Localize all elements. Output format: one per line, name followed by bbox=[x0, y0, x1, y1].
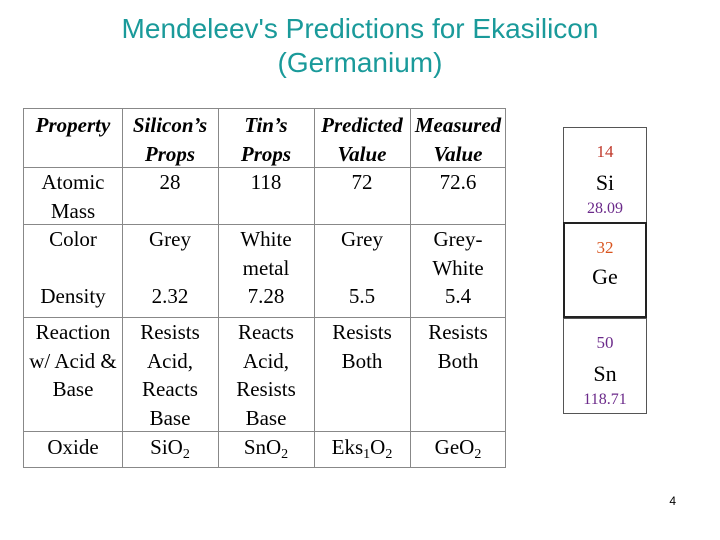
row-reaction-property: Reaction w/ Acid & Base bbox=[29, 320, 117, 402]
atomic-number: 50 bbox=[596, 333, 614, 352]
table-row-divider bbox=[24, 317, 505, 318]
row-oxide-si: SiO2 bbox=[150, 435, 190, 462]
predictions-table: Property Silicon’s Props Tin’s Props Predi… bbox=[23, 108, 506, 468]
row-oxide-measured: GeO2 bbox=[434, 435, 482, 462]
row-density-si: 2.32 bbox=[151, 284, 189, 308]
header-tin: Tin’s Props bbox=[240, 113, 292, 166]
element-tile-tin: 50 Sn 118.71 bbox=[563, 318, 647, 414]
table-row-divider bbox=[24, 431, 505, 432]
element-symbol: Sn bbox=[593, 361, 617, 386]
row-atomic-mass-predicted: 72 bbox=[351, 170, 373, 194]
table-row-divider bbox=[24, 224, 505, 225]
page-number: 4 bbox=[669, 494, 676, 508]
element-tile-silicon: 14 Si 28.09 bbox=[563, 127, 647, 223]
table-row-divider bbox=[24, 167, 505, 168]
atomic-number: 14 bbox=[596, 142, 614, 161]
table-col-divider bbox=[122, 109, 123, 467]
row-atomic-mass-sn: 118 bbox=[250, 170, 282, 194]
element-tile-germanium: 32 Ge bbox=[563, 222, 647, 318]
element-symbol: Ge bbox=[592, 264, 618, 289]
element-symbol: Si bbox=[595, 170, 615, 195]
row-reaction-si: Resists Acid, Reacts Base bbox=[140, 320, 200, 430]
atomic-number: 32 bbox=[596, 238, 614, 257]
row-reaction-measured: Resists Both bbox=[428, 320, 488, 373]
table-col-divider bbox=[314, 109, 315, 467]
title-line-2: (Germanium) bbox=[277, 47, 443, 78]
row-reaction-sn: Reacts Acid, Resists Base bbox=[236, 320, 296, 430]
table-col-divider bbox=[410, 109, 411, 467]
row-oxide-property: Oxide bbox=[47, 435, 99, 459]
row-density-property: Density bbox=[40, 284, 106, 308]
header-property: Property bbox=[35, 113, 111, 137]
row-color-measured: Grey- White bbox=[432, 227, 484, 280]
row-color-predicted: Grey bbox=[341, 227, 383, 251]
header-measured: Measured Value bbox=[414, 113, 502, 166]
row-oxide-predicted: Eks1O2 bbox=[331, 435, 393, 462]
row-color-sn: White metal bbox=[240, 227, 292, 280]
row-atomic-mass-measured: 72.6 bbox=[439, 170, 477, 194]
row-density-sn: 7.28 bbox=[247, 284, 285, 308]
table-col-divider bbox=[218, 109, 219, 467]
row-density-measured: 5.4 bbox=[444, 284, 472, 308]
row-color-property: Color bbox=[49, 227, 97, 251]
row-density-predicted: 5.5 bbox=[348, 284, 376, 308]
header-predicted: Predicted Value bbox=[321, 113, 403, 166]
row-color-si: Grey bbox=[149, 227, 191, 251]
row-reaction-predicted: Resists Both bbox=[332, 320, 392, 373]
atomic-mass: 28.09 bbox=[587, 200, 623, 217]
row-atomic-mass-property: Atomic Mass bbox=[41, 170, 105, 223]
atomic-mass: 118.71 bbox=[583, 391, 627, 408]
title-line-1: Mendeleev's Predictions for Ekasilicon bbox=[121, 13, 599, 44]
slide-title: Mendeleev's Predictions for Ekasilicon (… bbox=[0, 12, 720, 80]
row-oxide-sn: SnO2 bbox=[243, 435, 289, 462]
header-silicon: Silicon’s Props bbox=[132, 113, 208, 166]
row-atomic-mass-si: 28 bbox=[159, 170, 181, 194]
